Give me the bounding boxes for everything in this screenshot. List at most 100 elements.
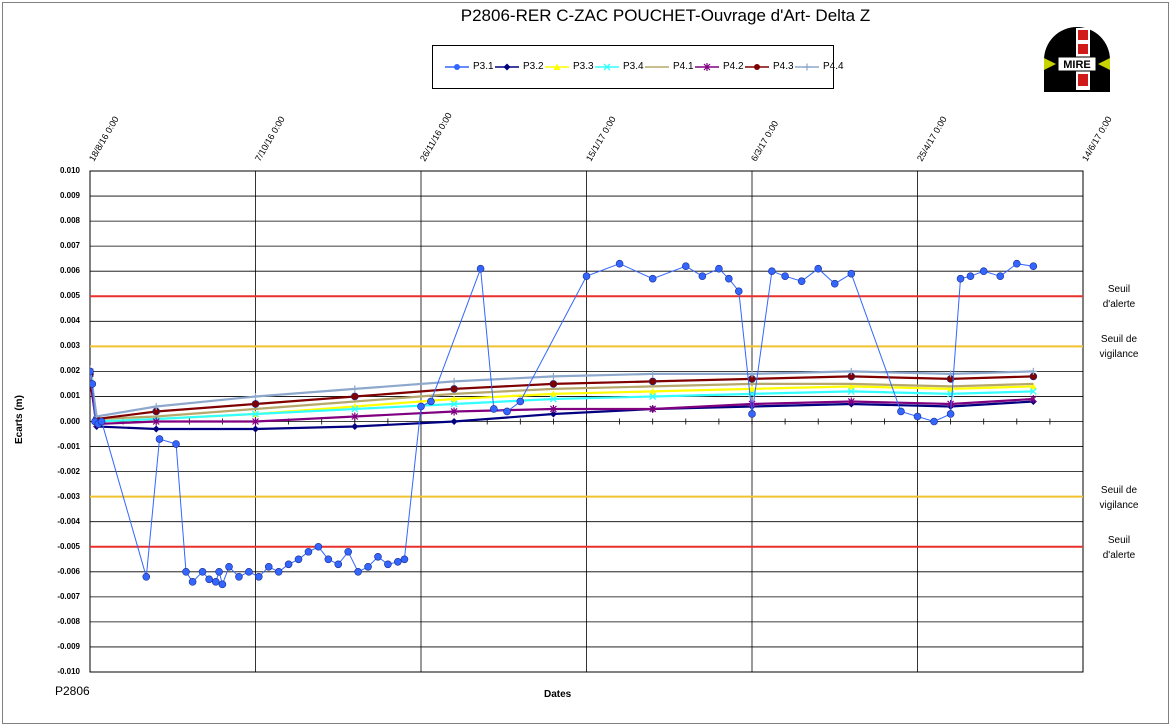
- data-point-p4-3: [450, 385, 458, 393]
- data-point-p3-1: [384, 560, 392, 569]
- data-point-p3-1: [344, 547, 352, 556]
- series-line-p4-3: [90, 373, 1034, 421]
- logo-text: MIRE: [1063, 59, 1091, 71]
- data-point-p4-3: [350, 392, 359, 401]
- data-point-p3-1: [400, 555, 409, 564]
- data-point-p3-4: [351, 405, 359, 413]
- data-point-p3-1: [394, 557, 402, 566]
- data-point-p3-1: [503, 407, 511, 416]
- data-point-p4-2: [450, 407, 458, 416]
- legend-marker: [703, 63, 711, 71]
- y-tick-label: -0.001: [57, 441, 80, 451]
- legend-label: P4.2: [723, 61, 744, 72]
- y-tick-label: -0.009: [57, 641, 80, 651]
- data-point-p3-3: [450, 395, 458, 402]
- threshold-label-line2: vigilance: [1099, 499, 1139, 511]
- data-point-p3-1: [304, 547, 313, 556]
- data-point-p3-1: [979, 267, 988, 276]
- data-point-p3-1: [725, 274, 733, 283]
- data-point-p3-1: [255, 573, 263, 581]
- y-tick-label: 0.002: [59, 366, 80, 376]
- data-point-p3-4: [649, 392, 657, 400]
- data-point-p3-1: [205, 575, 213, 584]
- data-point-p3-1: [334, 560, 343, 569]
- data-point-p3-2: [351, 423, 359, 431]
- y-tick-label: -0.007: [57, 591, 80, 601]
- series-line-p4-4: [90, 368, 1034, 418]
- data-point-p3-1: [1029, 262, 1038, 270]
- data-point-p3-1: [97, 417, 106, 426]
- logo-left-mark: [1044, 58, 1056, 70]
- legend-label: P4.4: [823, 61, 844, 72]
- data-point-p3-3: [847, 382, 855, 390]
- data-point-p3-1: [897, 407, 905, 416]
- data-point-p3-2: [450, 418, 458, 425]
- data-point-p3-1: [172, 440, 180, 448]
- data-point-p3-1: [490, 405, 498, 413]
- threshold-label-line1: Seuil de: [1100, 334, 1138, 346]
- y-tick-label: 0.009: [59, 191, 80, 201]
- data-point-p3-1: [155, 435, 164, 443]
- y-tick-label: 0.007: [59, 241, 80, 251]
- data-point-p3-1: [781, 272, 789, 281]
- data-point-p3-4: [847, 387, 855, 395]
- data-point-p3-3: [649, 387, 657, 395]
- y-tick-label: 0.005: [59, 291, 80, 301]
- y-tick-label: 0.008: [59, 216, 80, 226]
- data-point-p4-2: [947, 399, 955, 408]
- data-point-p3-2: [152, 425, 160, 433]
- series-line-p3-4: [90, 376, 1034, 423]
- data-point-p3-3: [748, 385, 756, 392]
- legend-swatch: [495, 63, 519, 71]
- data-point-p3-1: [90, 380, 97, 388]
- data-point-p3-1: [748, 410, 756, 418]
- data-point-p3-1: [218, 580, 227, 589]
- data-point-p3-3: [549, 390, 557, 397]
- threshold-label-line1: Seuil de: [1100, 484, 1138, 496]
- data-point-p4-2: [252, 417, 259, 426]
- data-point-p3-1: [188, 578, 197, 586]
- logo-right-mark: [1098, 58, 1110, 70]
- legend-swatch: [695, 63, 719, 71]
- data-point-p4-4: [549, 372, 557, 380]
- y-tick-label: 0.001: [59, 391, 80, 401]
- y-tick-label: -0.010: [57, 667, 80, 676]
- data-point-p3-1: [198, 567, 207, 576]
- threshold-label-line2: d'alerte: [1102, 299, 1136, 311]
- legend-swatch: [745, 64, 769, 70]
- data-point-p4-3: [648, 377, 657, 386]
- logo-stripe-1: [1078, 30, 1088, 40]
- legend-swatch: [545, 63, 569, 70]
- legend-label: P3.3: [573, 61, 594, 72]
- data-point-p3-1: [946, 410, 955, 418]
- data-point-p3-4: [1029, 387, 1037, 395]
- data-point-p3-1: [966, 272, 975, 281]
- data-point-p3-1: [956, 274, 965, 283]
- y-tick-label: 0.004: [59, 316, 80, 326]
- data-point-p3-1: [648, 274, 657, 283]
- y-tick-label: -0.006: [57, 566, 80, 576]
- y-tick-label: 0.000: [59, 416, 80, 426]
- data-point-p4-2: [1029, 394, 1037, 403]
- threshold-label-line2: d'alerte: [1102, 549, 1136, 561]
- legend: P3.1 P3.2 P3.3 P3.4 P4.1 P4.2 P4.3 P4.4: [432, 45, 844, 89]
- data-point-p4-3: [251, 400, 260, 408]
- data-point-p3-1: [374, 552, 382, 561]
- y-tick-label: 0.010: [59, 166, 80, 175]
- data-point-p3-2: [252, 425, 259, 433]
- company-logo: MIRE: [1042, 26, 1112, 92]
- data-point-p3-1: [274, 567, 283, 576]
- legend-label: P4.3: [773, 61, 794, 72]
- data-point-p3-1: [314, 542, 323, 551]
- data-point-p3-1: [235, 573, 243, 581]
- logo-stripe-3: [1078, 74, 1088, 86]
- data-point-p3-1: [681, 262, 690, 270]
- data-point-p3-1: [225, 562, 233, 571]
- data-point-p3-1: [698, 272, 707, 281]
- threshold-label-line2: vigilance: [1099, 349, 1139, 361]
- data-point-p3-2: [549, 410, 557, 418]
- data-point-p3-1: [734, 287, 743, 296]
- data-point-p3-1: [814, 264, 823, 273]
- data-point-p4-4: [450, 377, 458, 385]
